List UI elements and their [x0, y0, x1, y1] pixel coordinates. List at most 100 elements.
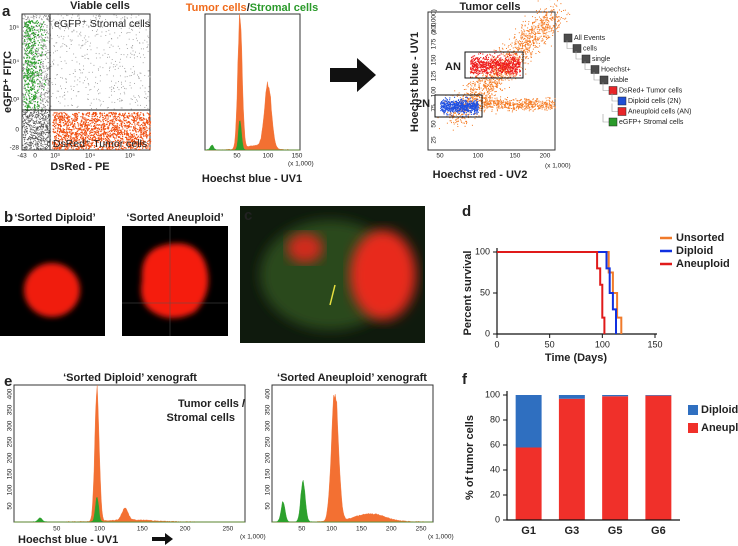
event [462, 113, 464, 115]
event [41, 88, 43, 90]
event [83, 138, 85, 140]
event [24, 74, 26, 76]
event [142, 138, 144, 140]
event [44, 123, 46, 125]
event [40, 110, 42, 112]
event [35, 62, 37, 64]
event [79, 14, 80, 15]
event [546, 22, 548, 24]
event [124, 18, 125, 20]
event [115, 15, 117, 16]
event [468, 107, 470, 109]
event [507, 50, 509, 52]
event [64, 44, 66, 46]
event [33, 98, 36, 100]
event [73, 141, 75, 144]
event [30, 88, 32, 91]
event [523, 53, 525, 55]
event [28, 42, 31, 45]
event [40, 121, 42, 123]
event [541, 20, 543, 22]
event [544, 22, 546, 24]
event [82, 24, 84, 26]
event [32, 37, 34, 40]
event [128, 126, 130, 128]
event [58, 139, 61, 141]
event [127, 126, 129, 129]
event [43, 136, 45, 138]
event [100, 105, 102, 107]
event [478, 80, 480, 82]
event [527, 43, 529, 45]
event [25, 118, 27, 120]
event [137, 74, 138, 76]
event [30, 46, 32, 48]
event [555, 28, 557, 30]
event [25, 96, 27, 98]
event [96, 82, 98, 84]
event [77, 132, 79, 135]
event [521, 24, 523, 26]
event [486, 94, 488, 96]
event [141, 143, 143, 146]
event [26, 148, 28, 150]
event [136, 37, 137, 39]
event [27, 75, 29, 77]
event [508, 76, 510, 78]
event [46, 36, 48, 38]
event [543, 30, 545, 32]
event [524, 24, 526, 26]
event [109, 24, 111, 25]
event [94, 17, 96, 19]
event [120, 144, 122, 146]
event [503, 52, 505, 54]
event [29, 142, 31, 144]
event [59, 117, 61, 119]
event [112, 132, 114, 134]
event [117, 133, 120, 135]
event [540, 19, 542, 21]
event [33, 112, 35, 114]
event [26, 57, 28, 59]
event [142, 147, 144, 149]
event [37, 145, 39, 147]
event [93, 112, 95, 114]
event [525, 73, 527, 75]
event [467, 86, 469, 88]
event [474, 85, 476, 87]
event [30, 71, 32, 73]
event [33, 44, 35, 46]
event [31, 58, 33, 61]
event [518, 67, 520, 69]
event [105, 144, 107, 146]
event [66, 145, 68, 147]
event [40, 28, 42, 31]
event [43, 114, 45, 116]
event [524, 44, 526, 46]
event [74, 132, 76, 134]
event [46, 78, 48, 80]
event [33, 101, 35, 103]
event [44, 79, 46, 81]
event [479, 97, 481, 99]
event [113, 88, 115, 90]
event [112, 141, 114, 143]
event [27, 138, 29, 140]
event [128, 125, 130, 127]
event [73, 118, 75, 120]
event [52, 114, 54, 116]
event [29, 101, 31, 103]
event [132, 116, 134, 118]
event [35, 61, 37, 63]
event [501, 69, 503, 71]
event [108, 67, 110, 69]
event [501, 65, 503, 67]
event [37, 143, 39, 145]
event [534, 37, 536, 39]
event [509, 69, 511, 71]
event [87, 83, 89, 85]
event [484, 92, 486, 94]
event [546, 12, 548, 14]
x-tick-label: 10⁴ [85, 153, 95, 160]
